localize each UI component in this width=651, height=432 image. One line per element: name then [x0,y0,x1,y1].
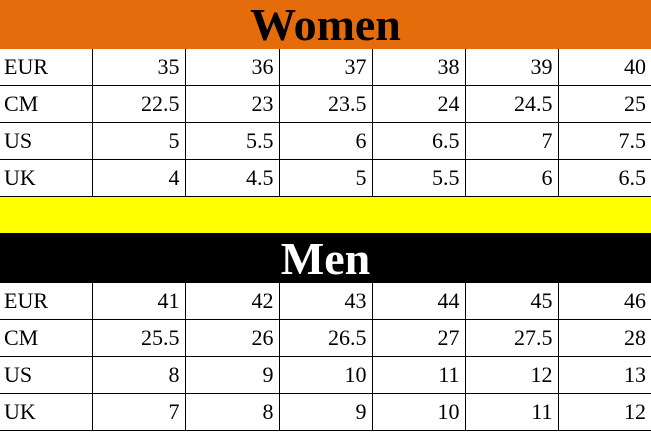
size-cell: 24 [371,85,466,123]
row-label: UK [0,159,93,197]
women-title: Women [250,0,401,50]
size-cell: 23.5 [278,85,373,123]
row-label: US [0,122,93,160]
size-cell: 45 [464,283,559,320]
separator-band [0,197,651,233]
row-label: US [0,356,93,394]
size-cell: 25.5 [91,319,186,357]
size-cell: 5.5 [184,122,280,160]
size-cell: 40 [557,49,651,86]
size-cell: 13 [557,356,651,394]
men-size-table: EUR 41 42 43 44 45 46 CM 25.5 26 26.5 27 27.5 28 US 8 9 1… [0,283,651,431]
size-cell: 26 [184,319,280,357]
size-cell: 5.5 [371,159,466,197]
men-row-cm: CM 25.5 26 26.5 27 27.5 28 [0,319,651,357]
size-cell: 7 [91,393,186,431]
size-cell: 28 [557,319,651,357]
men-row-us: US 8 9 10 11 12 13 [0,356,651,394]
women-row-eur: EUR 35 36 37 38 39 40 [0,49,651,86]
size-cell: 23 [184,85,280,123]
size-cell: 42 [184,283,280,320]
size-cell: 44 [371,283,466,320]
size-cell: 8 [184,393,280,431]
size-cell: 11 [464,393,559,431]
size-cell: 6.5 [371,122,466,160]
size-cell: 9 [184,356,280,394]
size-cell: 24.5 [464,85,559,123]
size-cell: 22.5 [91,85,186,123]
row-label: EUR [0,283,93,320]
size-cell: 46 [557,283,651,320]
size-cell: 35 [91,49,186,86]
size-cell: 25 [557,85,651,123]
size-cell: 7.5 [557,122,651,160]
size-cell: 4 [91,159,186,197]
size-cell: 10 [371,393,466,431]
women-size-table: EUR 35 36 37 38 39 40 CM 22.5 23 23.5 24 24.5 25 US 5 5.… [0,49,651,197]
women-header: Women [0,0,651,50]
size-cell: 5 [91,122,186,160]
size-cell: 36 [184,49,280,86]
row-label: EUR [0,49,93,86]
size-cell: 11 [371,356,466,394]
row-label: UK [0,393,93,431]
size-cell: 12 [557,393,651,431]
men-title: Men [280,232,371,284]
size-cell: 26.5 [278,319,373,357]
size-cell: 9 [278,393,373,431]
row-label: CM [0,85,93,123]
size-cell: 7 [464,122,559,160]
size-cell: 27 [371,319,466,357]
women-row-us: US 5 5.5 6 6.5 7 7.5 [0,122,651,160]
men-row-uk: UK 7 8 9 10 11 12 [0,393,651,431]
size-cell: 10 [278,356,373,394]
size-cell: 6.5 [557,159,651,197]
size-cell: 41 [91,283,186,320]
size-cell: 12 [464,356,559,394]
women-row-cm: CM 22.5 23 23.5 24 24.5 25 [0,85,651,123]
size-cell: 5 [278,159,373,197]
size-cell: 27.5 [464,319,559,357]
size-cell: 39 [464,49,559,86]
size-cell: 6 [464,159,559,197]
row-label: CM [0,319,93,357]
size-cell: 4.5 [184,159,280,197]
size-cell: 37 [278,49,373,86]
size-cell: 8 [91,356,186,394]
size-cell: 43 [278,283,373,320]
women-row-uk: UK 4 4.5 5 5.5 6 6.5 [0,159,651,197]
men-header: Men [0,232,651,284]
size-cell: 38 [371,49,466,86]
men-row-eur: EUR 41 42 43 44 45 46 [0,283,651,320]
size-cell: 6 [278,122,373,160]
